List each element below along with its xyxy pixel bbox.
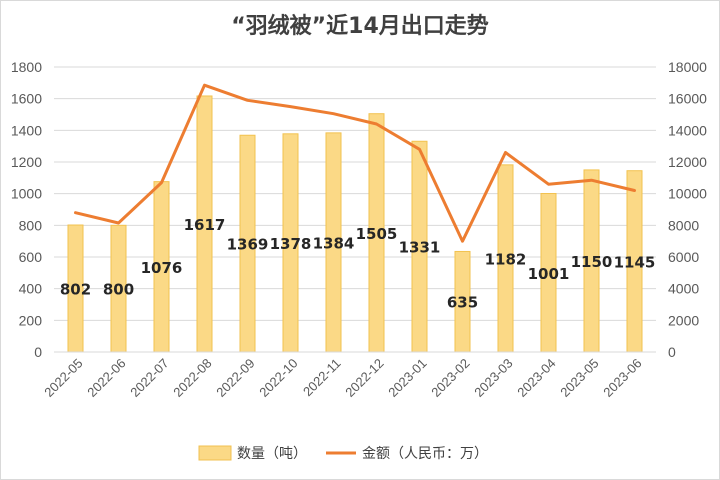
y-right-tick-label: 16000 [668, 91, 707, 107]
bar-value-label: 1001 [528, 265, 570, 283]
y-right-tick-label: 6000 [668, 249, 699, 265]
bar-value-label: 802 [60, 281, 91, 299]
bar-value-label: 1182 [485, 250, 527, 268]
y-left-tick-label: 1600 [11, 91, 42, 107]
y-left-tick-label: 1800 [11, 59, 42, 75]
y-right-tick-label: 12000 [668, 154, 707, 170]
bar-value-label: 1384 [313, 234, 355, 252]
y-left-tick-label: 600 [19, 249, 43, 265]
bar-value-label: 800 [103, 281, 134, 299]
y-right-tick-label: 2000 [668, 312, 699, 328]
legend-label-line: 金额（人民币：万） [362, 446, 488, 462]
y-left-tick-label: 400 [19, 281, 43, 297]
y-left-tick-label: 1400 [11, 122, 42, 138]
y-axis-left: 0 200 400 600 800 1000 1200 1400 1600 1800 [11, 59, 42, 360]
y-right-tick-label: 0 [668, 344, 676, 360]
y-right-tick-label: 14000 [668, 122, 707, 138]
line-path [74, 83, 636, 243]
bar-value-label: 1150 [571, 253, 613, 271]
line-series [74, 83, 636, 243]
y-right-tick-label: 10000 [668, 186, 707, 202]
legend: 数量（吨） 金额（人民币：万） [198, 445, 488, 462]
y-left-tick-label: 0 [34, 344, 42, 360]
bar-value-label: 1369 [227, 236, 269, 254]
bar-value-label: 1617 [184, 216, 226, 234]
bar-value-label: 635 [447, 294, 478, 312]
y-right-tick-label: 4000 [668, 281, 699, 297]
bar-value-label: 1145 [614, 253, 656, 271]
bar-value-label: 1331 [399, 239, 441, 257]
y-left-tick-label: 1200 [11, 154, 42, 170]
y-left-tick-label: 1000 [11, 186, 42, 202]
y-right-tick-label: 8000 [668, 217, 699, 233]
y-right-tick-label: 18000 [668, 59, 707, 75]
chart-title: “羽绒被”近14月出口走势 [231, 13, 489, 39]
y-left-tick-label: 200 [19, 312, 43, 328]
legend-swatch-bar [198, 445, 232, 461]
legend-label-bar: 数量（吨） [237, 446, 307, 462]
bar-value-label: 1378 [270, 235, 312, 253]
bar-value-label: 1076 [141, 259, 183, 277]
y-axis-right: 0 2000 4000 6000 8000 10000 12000 14000 16000 180… [668, 59, 707, 360]
bar-value-label: 1505 [356, 225, 398, 243]
y-left-tick-label: 800 [19, 217, 43, 233]
